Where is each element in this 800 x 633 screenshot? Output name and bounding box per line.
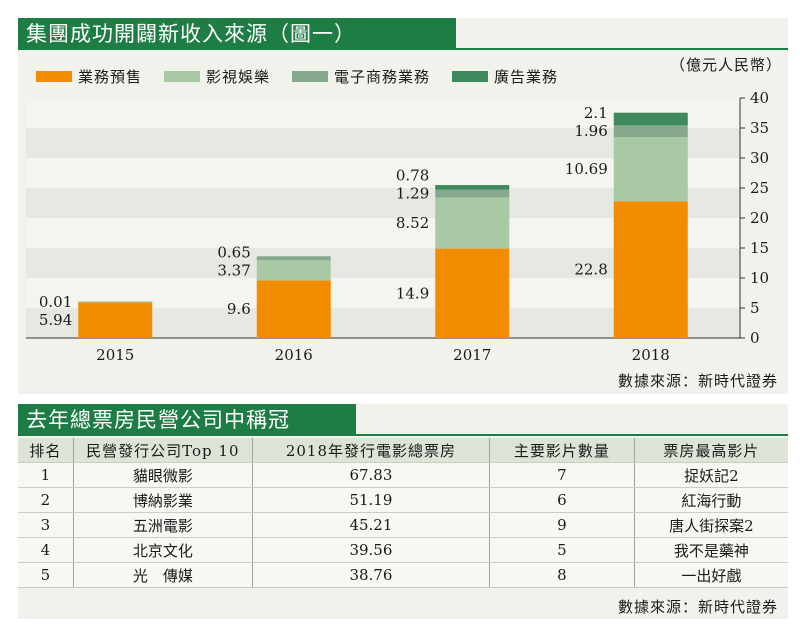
data-label: 1.29 — [396, 185, 429, 203]
bar-segment — [435, 185, 510, 190]
cell-top-film: 一出好戲 — [634, 562, 788, 588]
cell-film-count: 9 — [489, 512, 635, 538]
cell-rank: 2 — [18, 487, 74, 513]
y-tick-label: 35 — [750, 119, 769, 137]
header-rank: 排名 — [18, 438, 74, 463]
y-tick-label: 20 — [750, 209, 769, 227]
legend-item: 影視娛樂 — [164, 66, 270, 87]
header-company: 民營發行公司Top 10 — [73, 438, 253, 463]
table-title: 去年總票房民營公司中稱冠 — [18, 404, 356, 436]
x-tick-label: 2017 — [453, 346, 491, 364]
bar-segment — [78, 301, 153, 303]
x-tick-label: 2016 — [275, 346, 313, 364]
legend-label: 電子商務業務 — [334, 68, 431, 86]
title-rule — [18, 434, 788, 436]
table-header-row: 排名 民營發行公司Top 10 2018年發行電影總票房 主要影片數量 票房最高… — [18, 438, 788, 463]
legend-label: 影視娛樂 — [206, 68, 271, 86]
data-label: 2.1 — [584, 104, 608, 122]
ranking-panel: 去年總票房民營公司中稱冠 排名 民營發行公司Top 10 2018年發行電影總票… — [18, 404, 788, 619]
y-tick-label: 25 — [750, 179, 769, 197]
bar-segment — [256, 260, 331, 281]
y-tick-label: 40 — [750, 89, 769, 107]
cell-rank: 4 — [18, 537, 74, 563]
legend-swatch — [452, 71, 489, 82]
chart-source: 數據來源：新時代證券 — [617, 372, 778, 390]
data-label: 0.78 — [396, 167, 429, 185]
bar-segment — [435, 197, 510, 249]
bar-segment — [613, 125, 688, 138]
cell-film-count: 8 — [489, 562, 635, 588]
bar-segment — [613, 201, 688, 338]
header-box-office: 2018年發行電影總票房 — [252, 438, 491, 463]
bar-segment — [78, 302, 153, 338]
table-row: 4 北京文化 39.56 5 我不是藥神 — [18, 537, 788, 563]
data-label: 3.37 — [217, 261, 250, 279]
cell-film-count: 5 — [489, 537, 635, 563]
data-label: 0.01 — [39, 293, 72, 311]
cell-film-count: 7 — [489, 462, 635, 488]
bar-segment — [613, 137, 688, 202]
ranking-table: 排名 民營發行公司Top 10 2018年發行電影總票房 主要影片數量 票房最高… — [18, 438, 788, 588]
data-label: 8.52 — [396, 214, 429, 232]
cell-company: 五洲電影 — [73, 512, 253, 538]
cell-film-count: 6 — [489, 487, 635, 513]
bar-segment — [256, 256, 331, 261]
legend-swatch — [292, 71, 329, 82]
legend-item: 電子商務業務 — [292, 66, 430, 87]
x-tick-label: 2018 — [632, 346, 670, 364]
legend-item: 廣告業務 — [452, 66, 558, 87]
cell-box-office: 38.76 — [252, 562, 491, 588]
header-film-count: 主要影片數量 — [489, 438, 635, 463]
cell-rank: 5 — [18, 562, 74, 588]
y-tick-label: 0 — [750, 329, 760, 347]
chart-title: 集團成功開闢新收入來源（圖一） — [18, 18, 456, 50]
cell-box-office: 67.83 — [252, 462, 491, 488]
data-label: 1.96 — [574, 122, 607, 140]
stacked-bar-chart: 0 5 10 15 20 25 30 35 40 5.940.01 2015 9.6 3.370.65 2… — [26, 89, 769, 364]
cell-company: 博納影業 — [73, 487, 253, 513]
bar-segment — [435, 189, 510, 198]
cell-rank: 1 — [18, 462, 74, 488]
data-label: 5.94 — [39, 311, 72, 329]
header-top-film: 票房最高影片 — [634, 438, 788, 463]
cell-top-film: 我不是藥神 — [634, 537, 788, 563]
table-row: 2 博納影業 51.19 6 紅海行動 — [18, 487, 788, 513]
table-row: 1 貓眼微影 67.83 7 捉妖記2 — [18, 462, 788, 488]
legend-label: 廣告業務 — [494, 68, 559, 86]
chart-legend: 業務預售 影視娛樂 電子商務業務 廣告業務 — [36, 66, 558, 87]
cell-rank: 3 — [18, 512, 74, 538]
cell-top-film: 紅海行動 — [634, 487, 788, 513]
cell-box-office: 51.19 — [252, 487, 491, 513]
data-label: 0.65 — [217, 243, 250, 261]
cell-company: 光 傳媒 — [73, 562, 253, 588]
data-label: 22.8 — [574, 261, 607, 279]
x-tick-label: 2015 — [96, 346, 134, 364]
table-row: 3 五洲電影 45.21 9 唐人街探案2 — [18, 512, 788, 538]
legend-swatch — [36, 71, 72, 82]
table-row: 5 光 傳媒 38.76 8 一出好戲 — [18, 562, 788, 588]
cell-top-film: 唐人街探案2 — [634, 512, 788, 538]
data-label: 14.9 — [396, 284, 429, 302]
cell-top-film: 捉妖記2 — [634, 462, 788, 488]
data-label: 9.6 — [227, 300, 251, 318]
y-tick-label: 30 — [750, 149, 769, 167]
y-tick-label: 5 — [750, 299, 760, 317]
cell-company: 貓眼微影 — [73, 462, 253, 488]
legend-swatch — [164, 71, 201, 82]
bar-segment — [613, 112, 688, 126]
cell-box-office: 39.56 — [252, 537, 491, 563]
cell-company: 北京文化 — [73, 537, 253, 563]
table-source: 數據來源：新時代證券 — [617, 598, 778, 616]
y-tick-label: 10 — [750, 269, 769, 287]
unit-label: （億元人民幣） — [669, 56, 782, 74]
legend-label: 業務預售 — [78, 68, 143, 86]
revenue-chart-panel: 0 5 10 15 20 25 30 35 40 5.94 0.01 2015 9.6 3.37 0.65 2… — [18, 18, 788, 394]
legend-item: 業務預售 — [36, 66, 142, 87]
data-label: 10.69 — [565, 160, 608, 178]
cell-box-office: 45.21 — [252, 512, 491, 538]
y-tick-label: 15 — [750, 239, 769, 257]
bar-segment — [435, 248, 510, 338]
bar-segment — [256, 280, 331, 338]
